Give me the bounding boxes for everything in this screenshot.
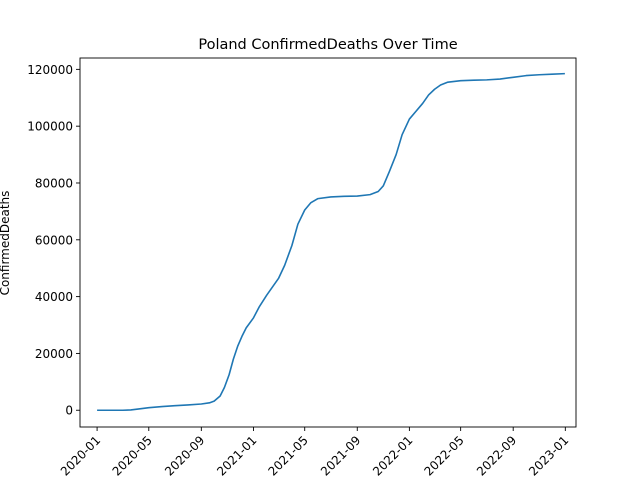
y-tick-label: 0: [65, 404, 73, 418]
axes-frame: [79, 57, 577, 428]
series-line-0: [97, 72, 565, 412]
y-tick-label: 40000: [35, 290, 73, 304]
y-axis-label: ConfirmedDeaths: [0, 191, 12, 296]
y-tick-label: 80000: [35, 176, 73, 190]
chart-title: Poland ConfirmedDeaths Over Time: [198, 37, 457, 53]
y-tick-label: 60000: [35, 233, 73, 247]
y-tick-label: 20000: [35, 347, 73, 361]
y-tick-label: 100000: [27, 120, 73, 134]
y-tick-label: 120000: [27, 63, 73, 77]
